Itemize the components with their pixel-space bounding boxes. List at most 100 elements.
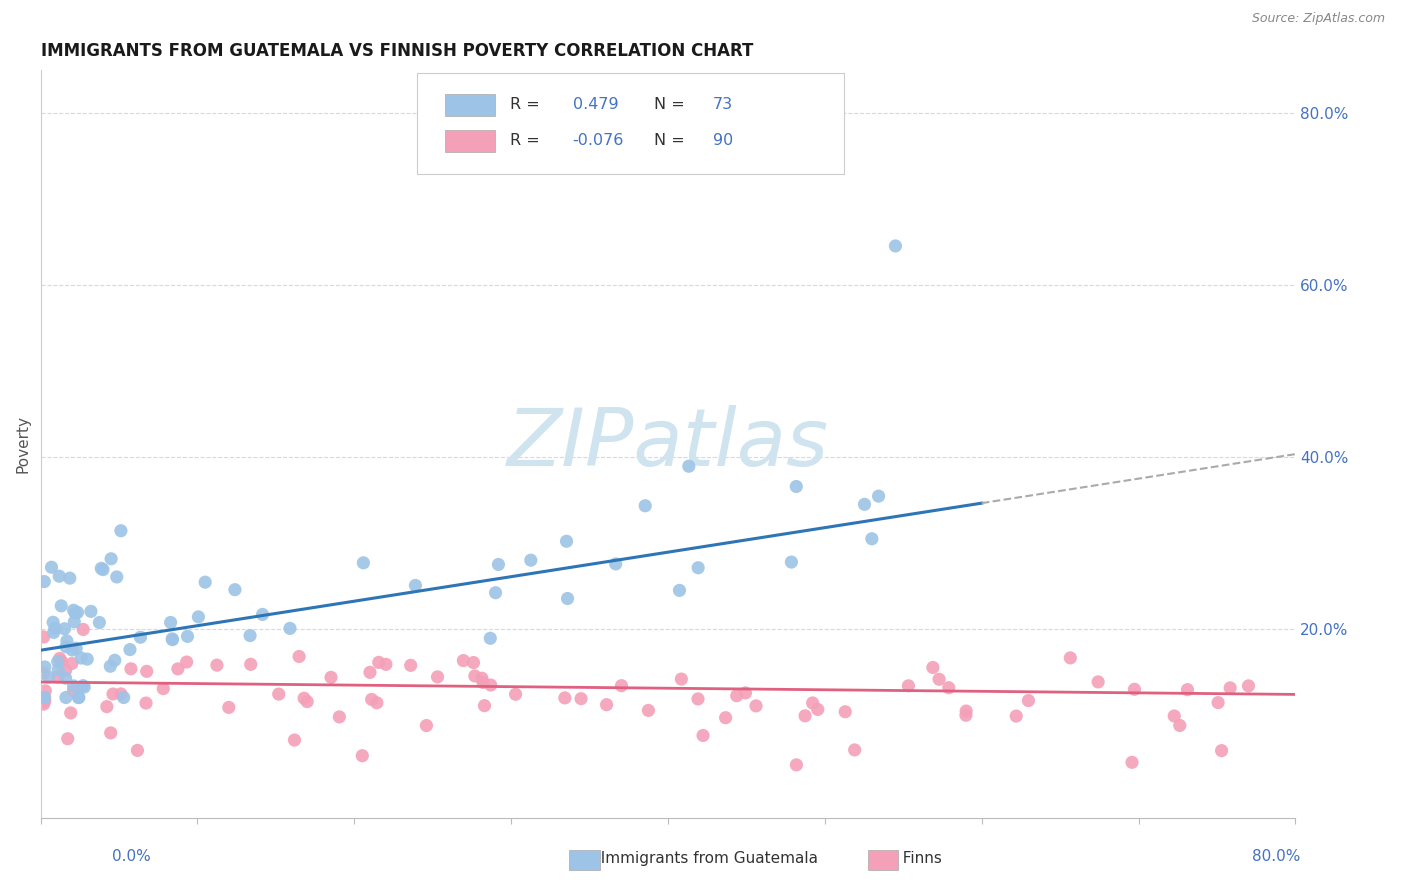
Point bbox=[794, 708, 817, 723]
Point bbox=[118, 642, 141, 657]
Point bbox=[404, 578, 426, 592]
Text: 80.0%: 80.0% bbox=[1253, 849, 1301, 863]
Point bbox=[252, 607, 274, 622]
Point bbox=[464, 669, 486, 683]
Point bbox=[472, 675, 495, 690]
Point bbox=[426, 670, 449, 684]
Point bbox=[1087, 674, 1109, 689]
Point bbox=[610, 679, 633, 693]
FancyBboxPatch shape bbox=[444, 129, 495, 152]
Point bbox=[105, 570, 128, 584]
Point bbox=[678, 459, 700, 474]
Point bbox=[55, 663, 77, 677]
Point bbox=[955, 704, 977, 718]
Point bbox=[1206, 696, 1229, 710]
Point bbox=[46, 670, 69, 684]
Point bbox=[807, 702, 830, 716]
Point bbox=[745, 698, 768, 713]
Point bbox=[80, 604, 103, 618]
Point bbox=[34, 660, 56, 674]
Point bbox=[32, 695, 55, 709]
Point bbox=[922, 660, 945, 674]
Point bbox=[938, 681, 960, 695]
Point bbox=[471, 671, 494, 685]
Point bbox=[104, 653, 127, 667]
Point bbox=[688, 560, 710, 574]
Point bbox=[127, 743, 149, 757]
Point bbox=[63, 606, 86, 620]
Point bbox=[48, 651, 70, 665]
Point bbox=[1059, 651, 1081, 665]
Point bbox=[48, 569, 70, 583]
Text: R =: R = bbox=[510, 97, 544, 112]
Point bbox=[110, 524, 132, 538]
Point bbox=[605, 557, 627, 571]
Point bbox=[41, 560, 63, 574]
Point bbox=[96, 699, 118, 714]
Point bbox=[65, 641, 87, 656]
Point bbox=[399, 658, 422, 673]
Point bbox=[101, 687, 124, 701]
Point bbox=[352, 748, 374, 763]
Point bbox=[1237, 679, 1260, 693]
Point bbox=[66, 606, 89, 620]
Y-axis label: Poverty: Poverty bbox=[15, 415, 30, 473]
Point bbox=[73, 680, 96, 694]
Point bbox=[63, 615, 86, 629]
Point bbox=[218, 700, 240, 714]
Point bbox=[55, 671, 77, 685]
Point bbox=[100, 726, 122, 740]
Point bbox=[484, 585, 506, 599]
Point bbox=[288, 649, 311, 664]
Point bbox=[89, 615, 111, 630]
Point bbox=[42, 625, 65, 640]
Text: -0.076: -0.076 bbox=[572, 133, 624, 148]
Point bbox=[98, 659, 121, 673]
Point bbox=[780, 555, 803, 569]
Point bbox=[70, 651, 93, 665]
Point bbox=[205, 658, 228, 673]
Point bbox=[100, 551, 122, 566]
Point bbox=[844, 743, 866, 757]
Point bbox=[1163, 709, 1185, 723]
Point bbox=[928, 673, 950, 687]
Point bbox=[152, 681, 174, 696]
Point bbox=[725, 689, 748, 703]
Point bbox=[90, 561, 112, 575]
FancyBboxPatch shape bbox=[418, 73, 844, 175]
Point bbox=[42, 615, 65, 630]
Point bbox=[224, 582, 246, 597]
Point bbox=[1219, 681, 1241, 695]
Point bbox=[59, 706, 82, 720]
Point bbox=[1168, 718, 1191, 732]
Point bbox=[595, 698, 617, 712]
Point bbox=[860, 532, 883, 546]
Point bbox=[46, 663, 69, 677]
Point bbox=[1121, 756, 1143, 770]
Point bbox=[415, 718, 437, 732]
Text: Finns: Finns bbox=[893, 851, 942, 865]
Point bbox=[72, 623, 94, 637]
Text: 90: 90 bbox=[713, 133, 734, 148]
Point bbox=[55, 640, 77, 654]
Point bbox=[120, 662, 142, 676]
Point bbox=[55, 690, 77, 705]
Point bbox=[1177, 682, 1199, 697]
Point bbox=[72, 679, 94, 693]
Point bbox=[1211, 744, 1233, 758]
Point bbox=[785, 479, 807, 493]
Point bbox=[62, 603, 84, 617]
Point bbox=[56, 634, 79, 648]
Point bbox=[520, 553, 543, 567]
Point bbox=[67, 690, 90, 705]
Point bbox=[359, 665, 381, 680]
Point bbox=[283, 733, 305, 747]
Point bbox=[554, 690, 576, 705]
Point bbox=[367, 656, 389, 670]
Text: 73: 73 bbox=[713, 97, 734, 112]
Point bbox=[160, 632, 183, 646]
Point bbox=[671, 672, 693, 686]
FancyBboxPatch shape bbox=[444, 94, 495, 116]
Point bbox=[34, 690, 56, 705]
Point bbox=[278, 621, 301, 635]
